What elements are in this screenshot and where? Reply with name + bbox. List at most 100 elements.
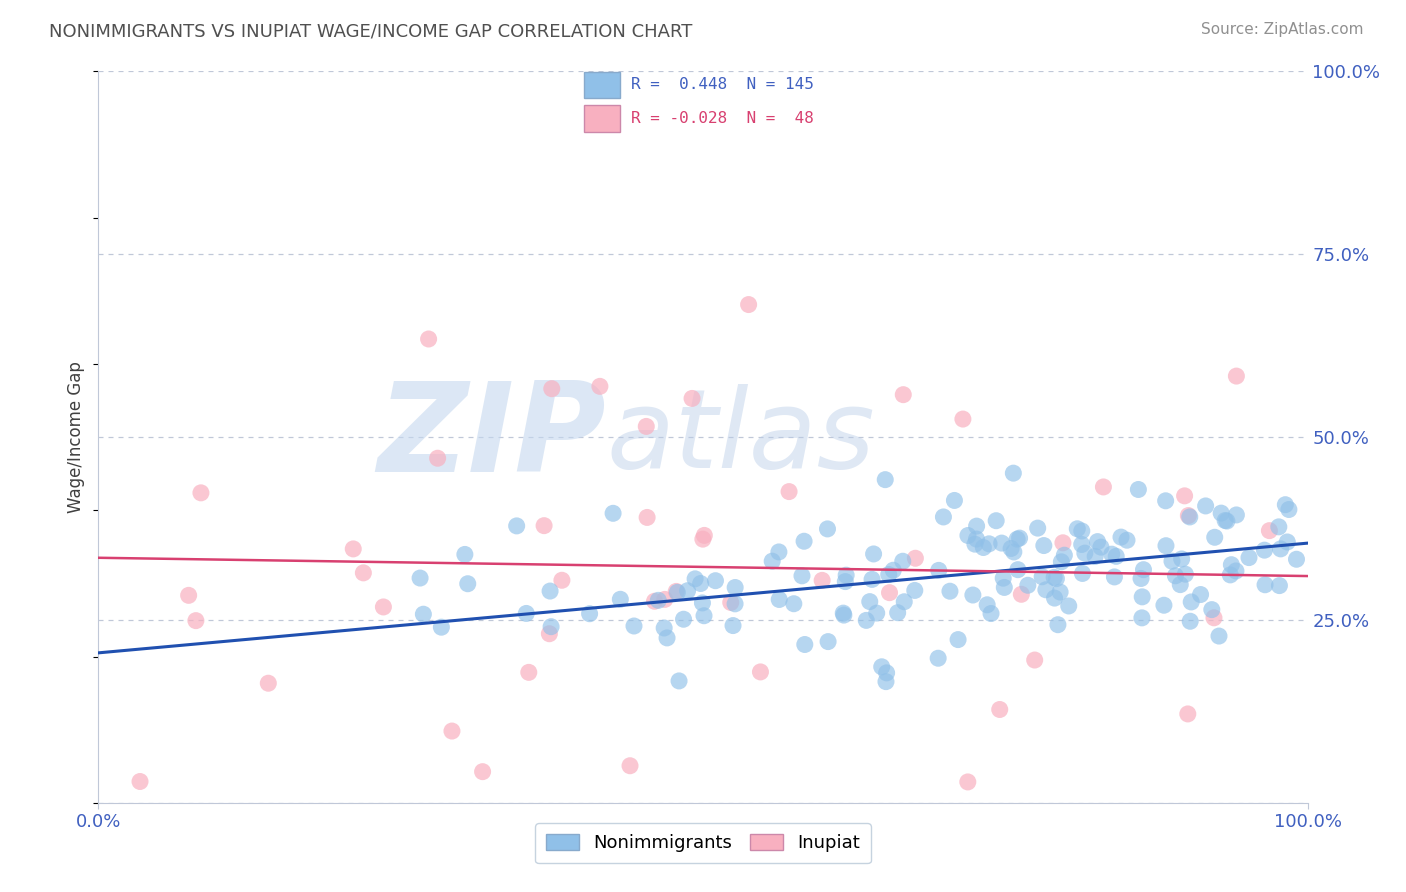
Point bbox=[1270, 541, 1292, 556]
Point bbox=[1170, 552, 1192, 566]
Point bbox=[676, 583, 699, 598]
Text: Source: ZipAtlas.com: Source: ZipAtlas.com bbox=[1201, 22, 1364, 37]
Point bbox=[1101, 547, 1123, 561]
Point bbox=[988, 702, 1011, 716]
Point bbox=[761, 554, 783, 568]
Point bbox=[956, 775, 979, 789]
Point bbox=[1066, 522, 1088, 536]
Point bbox=[882, 563, 904, 577]
Point bbox=[1045, 572, 1067, 586]
Point bbox=[1043, 591, 1066, 606]
Point bbox=[672, 612, 695, 626]
Point bbox=[1254, 578, 1277, 592]
Point bbox=[430, 620, 453, 634]
Point bbox=[1219, 567, 1241, 582]
Point bbox=[683, 572, 706, 586]
Point bbox=[1177, 706, 1199, 721]
Point bbox=[859, 594, 882, 608]
Point bbox=[1180, 614, 1202, 628]
Point bbox=[578, 607, 600, 621]
Point bbox=[1216, 514, 1239, 528]
Point bbox=[457, 576, 479, 591]
Point bbox=[1084, 549, 1107, 564]
Point bbox=[778, 484, 800, 499]
Point bbox=[1225, 508, 1247, 522]
Point bbox=[721, 618, 744, 632]
Point bbox=[972, 541, 994, 555]
Text: ZIP: ZIP bbox=[378, 376, 606, 498]
Point bbox=[704, 574, 727, 588]
Point bbox=[768, 545, 790, 559]
Point bbox=[681, 392, 703, 406]
Point bbox=[1153, 599, 1175, 613]
Point bbox=[1008, 531, 1031, 545]
Point bbox=[1164, 568, 1187, 582]
Point bbox=[1258, 524, 1281, 538]
Point bbox=[589, 379, 612, 393]
Point bbox=[963, 537, 986, 551]
Point bbox=[870, 660, 893, 674]
Point bbox=[1031, 570, 1053, 584]
Point bbox=[1002, 466, 1025, 480]
Point bbox=[928, 563, 950, 577]
Point bbox=[1154, 493, 1177, 508]
Point bbox=[352, 566, 374, 580]
Point bbox=[1177, 508, 1199, 523]
Point bbox=[835, 568, 858, 582]
Point bbox=[540, 620, 562, 634]
Point bbox=[418, 332, 440, 346]
Point bbox=[875, 674, 897, 689]
Point bbox=[1024, 653, 1046, 667]
Point bbox=[692, 596, 714, 610]
Point bbox=[540, 382, 562, 396]
Point bbox=[1128, 483, 1150, 497]
Point bbox=[980, 607, 1002, 621]
Point bbox=[939, 584, 962, 599]
Point bbox=[977, 537, 1000, 551]
Point bbox=[1268, 520, 1291, 534]
Point bbox=[693, 608, 716, 623]
Point bbox=[855, 613, 877, 627]
Point bbox=[1043, 570, 1066, 584]
Point bbox=[1253, 543, 1275, 558]
FancyBboxPatch shape bbox=[583, 71, 620, 98]
Point bbox=[879, 585, 901, 599]
Point bbox=[1057, 599, 1080, 613]
Point bbox=[1225, 369, 1247, 384]
Point bbox=[966, 519, 988, 533]
Point bbox=[1007, 563, 1029, 577]
Point bbox=[832, 608, 855, 623]
Point bbox=[1005, 532, 1028, 546]
Point bbox=[904, 551, 927, 566]
Point bbox=[793, 534, 815, 549]
Point bbox=[1087, 534, 1109, 549]
Point bbox=[737, 297, 759, 311]
Point bbox=[1130, 590, 1153, 604]
Point bbox=[817, 634, 839, 648]
Point bbox=[1278, 502, 1301, 516]
Point bbox=[647, 593, 669, 607]
Point bbox=[692, 532, 714, 546]
Point bbox=[1204, 530, 1226, 544]
Point bbox=[636, 510, 658, 524]
Point bbox=[952, 412, 974, 426]
Point bbox=[1130, 611, 1153, 625]
Point bbox=[1154, 539, 1177, 553]
Point bbox=[668, 673, 690, 688]
Point bbox=[893, 595, 915, 609]
Legend: Nonimmigrants, Inupiat: Nonimmigrants, Inupiat bbox=[536, 823, 870, 863]
Point bbox=[666, 585, 689, 599]
Point bbox=[993, 581, 1015, 595]
Point bbox=[533, 518, 555, 533]
Point bbox=[891, 554, 914, 568]
Point bbox=[1090, 540, 1112, 554]
Point bbox=[768, 592, 790, 607]
Point bbox=[1168, 577, 1191, 591]
Point bbox=[538, 584, 561, 599]
FancyBboxPatch shape bbox=[583, 105, 620, 132]
Point bbox=[454, 548, 477, 562]
Text: R = -0.028  N =  48: R = -0.028 N = 48 bbox=[631, 111, 814, 126]
Point bbox=[946, 632, 969, 647]
Point bbox=[956, 528, 979, 542]
Text: R =  0.448  N = 145: R = 0.448 N = 145 bbox=[631, 78, 814, 93]
